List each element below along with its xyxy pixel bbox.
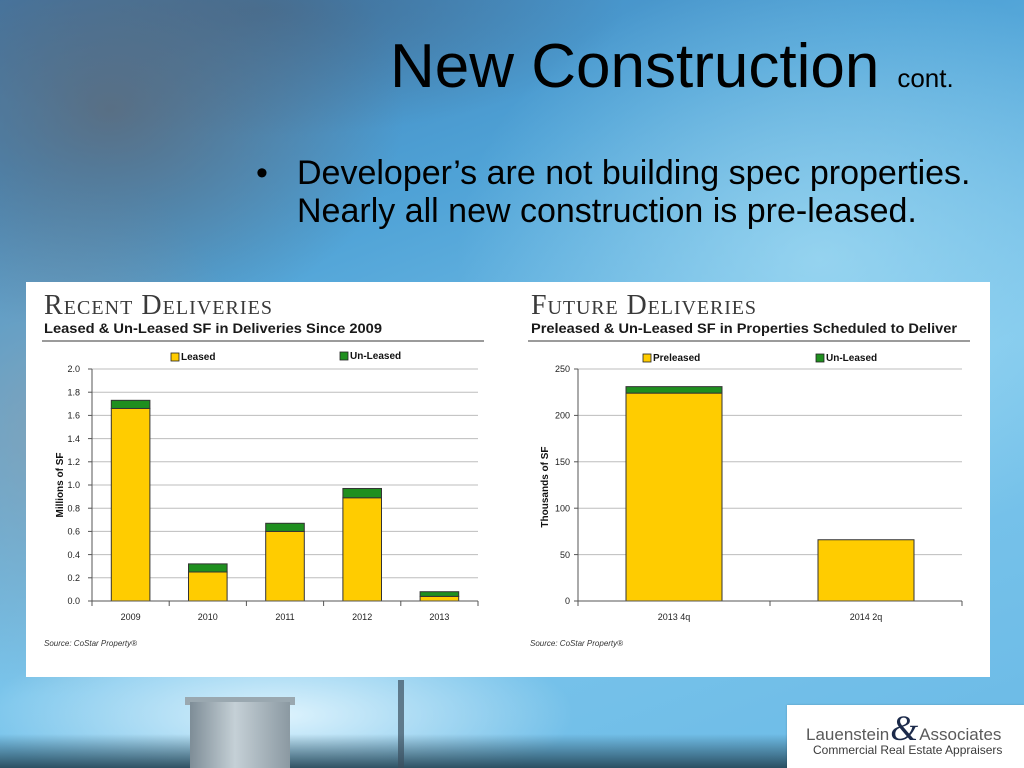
- legend-label-un-leased: Un-Leased: [350, 351, 401, 362]
- legend-swatch-leased: [170, 352, 180, 362]
- bar-un-leased-2010: [188, 563, 228, 573]
- bar-leased-2009: [110, 407, 151, 602]
- x-tick-label: 2013: [429, 612, 449, 622]
- chart-subtitle: Preleased & Un-Leased SF in Properties S…: [531, 321, 958, 336]
- legend-label-un-leased: Un-Leased: [826, 353, 877, 364]
- x-tick-label: 2011: [275, 612, 294, 622]
- y-axis-label: Millions of SF: [55, 453, 66, 518]
- bar-preleased-2014-2q: [817, 539, 915, 602]
- y-tick-label: 150: [555, 457, 570, 467]
- slide-title-main: New Construction: [390, 32, 880, 101]
- plot-area: 0.0 0.2 0.4 0.6 0.8 1.0 1.2 1.4 1.6 1.8 2.0 2009 201…: [67, 364, 479, 622]
- bar-un-leased-2013: [419, 591, 460, 597]
- logo-name-left: Lauenstein: [806, 725, 890, 744]
- background-pole: [398, 680, 404, 768]
- charts-panel: Recent Deliveries Leased & Un-Leased SF …: [26, 282, 990, 677]
- charts-svg: Recent Deliveries Leased & Un-Leased SF …: [42, 290, 970, 648]
- x-tick-label: 2012: [352, 612, 372, 622]
- bar-leased-2011: [265, 530, 305, 602]
- background-chimney-cap: [185, 697, 295, 705]
- y-tick-label: 1.4: [67, 434, 80, 444]
- y-tick-label: 1.6: [67, 411, 80, 421]
- y-axis-label: Thousands of SF: [540, 446, 551, 527]
- bullet-icon: •: [256, 154, 268, 192]
- logo-ampersand: &: [890, 708, 919, 748]
- recent-deliveries-chart: Recent Deliveries Leased & Un-Leased SF …: [42, 290, 484, 648]
- logo-name: Lauenstein&Associates: [806, 709, 1001, 755]
- x-tick-label: 2014 2q: [850, 612, 883, 622]
- company-logo: Lauenstein&Associates Commercial Real Es…: [787, 705, 1024, 768]
- y-tick-label: 100: [555, 503, 570, 513]
- y-tick-label: 0.0: [67, 596, 80, 606]
- bar-un-leased-2009: [110, 399, 151, 409]
- y-tick-label: 0: [565, 596, 570, 606]
- chart-source: Source: CoStar Property®: [530, 639, 623, 648]
- y-tick-label: 250: [555, 364, 570, 374]
- x-tick-label: 2013 4q: [658, 612, 691, 622]
- y-tick-label: 0.8: [67, 503, 80, 513]
- y-tick-label: 2.0: [67, 364, 80, 374]
- bar-un-leased-2013-4q: [625, 386, 723, 394]
- y-tick-label: 50: [560, 550, 570, 560]
- y-tick-label: 1.8: [67, 387, 80, 397]
- legend-swatch-un-leased: [815, 353, 825, 363]
- bar-un-leased-2012: [342, 487, 382, 499]
- legend-label-preleased: Preleased: [653, 353, 700, 364]
- x-tick-label: 2010: [198, 612, 218, 622]
- slide-title: New Construction cont.: [390, 32, 954, 113]
- plot-area: 0 50 100 150 200 250 2013 4q 2014 2q: [555, 364, 963, 622]
- y-tick-label: 0.6: [67, 527, 80, 537]
- legend-swatch-un-leased: [339, 351, 349, 361]
- y-tick-label: 0.4: [67, 550, 80, 560]
- background-chimney: [190, 702, 290, 768]
- bullet-text: Developer’s are not building spec proper…: [297, 154, 971, 230]
- bar-leased-2012: [342, 497, 382, 602]
- y-tick-label: 200: [555, 411, 570, 421]
- logo-name-right: Associates: [919, 725, 1002, 744]
- bar-leased-2013: [419, 595, 460, 602]
- bar-un-leased-2011: [265, 522, 305, 532]
- x-tick-label: 2009: [121, 612, 141, 622]
- chart-title: Future Deliveries: [531, 290, 756, 321]
- chart-title: Recent Deliveries: [44, 290, 272, 321]
- slide-title-suffix: cont.: [897, 63, 954, 93]
- logo-tagline: Commercial Real Estate Appraisers: [813, 743, 1003, 757]
- y-tick-label: 1.2: [67, 457, 80, 467]
- legend-label-leased: Leased: [181, 352, 215, 363]
- future-deliveries-chart: Future Deliveries Preleased & Un-Leased …: [528, 290, 970, 648]
- y-tick-label: 1.0: [67, 480, 80, 490]
- chart-source: Source: CoStar Property®: [44, 639, 137, 648]
- y-tick-label: 0.2: [67, 573, 80, 583]
- chart-subtitle: Leased & Un-Leased SF in Deliveries Sinc…: [44, 321, 382, 336]
- bar-leased-2010: [188, 571, 228, 602]
- bar-preleased-2013-4q: [625, 392, 723, 602]
- legend-swatch-preleased: [642, 353, 652, 363]
